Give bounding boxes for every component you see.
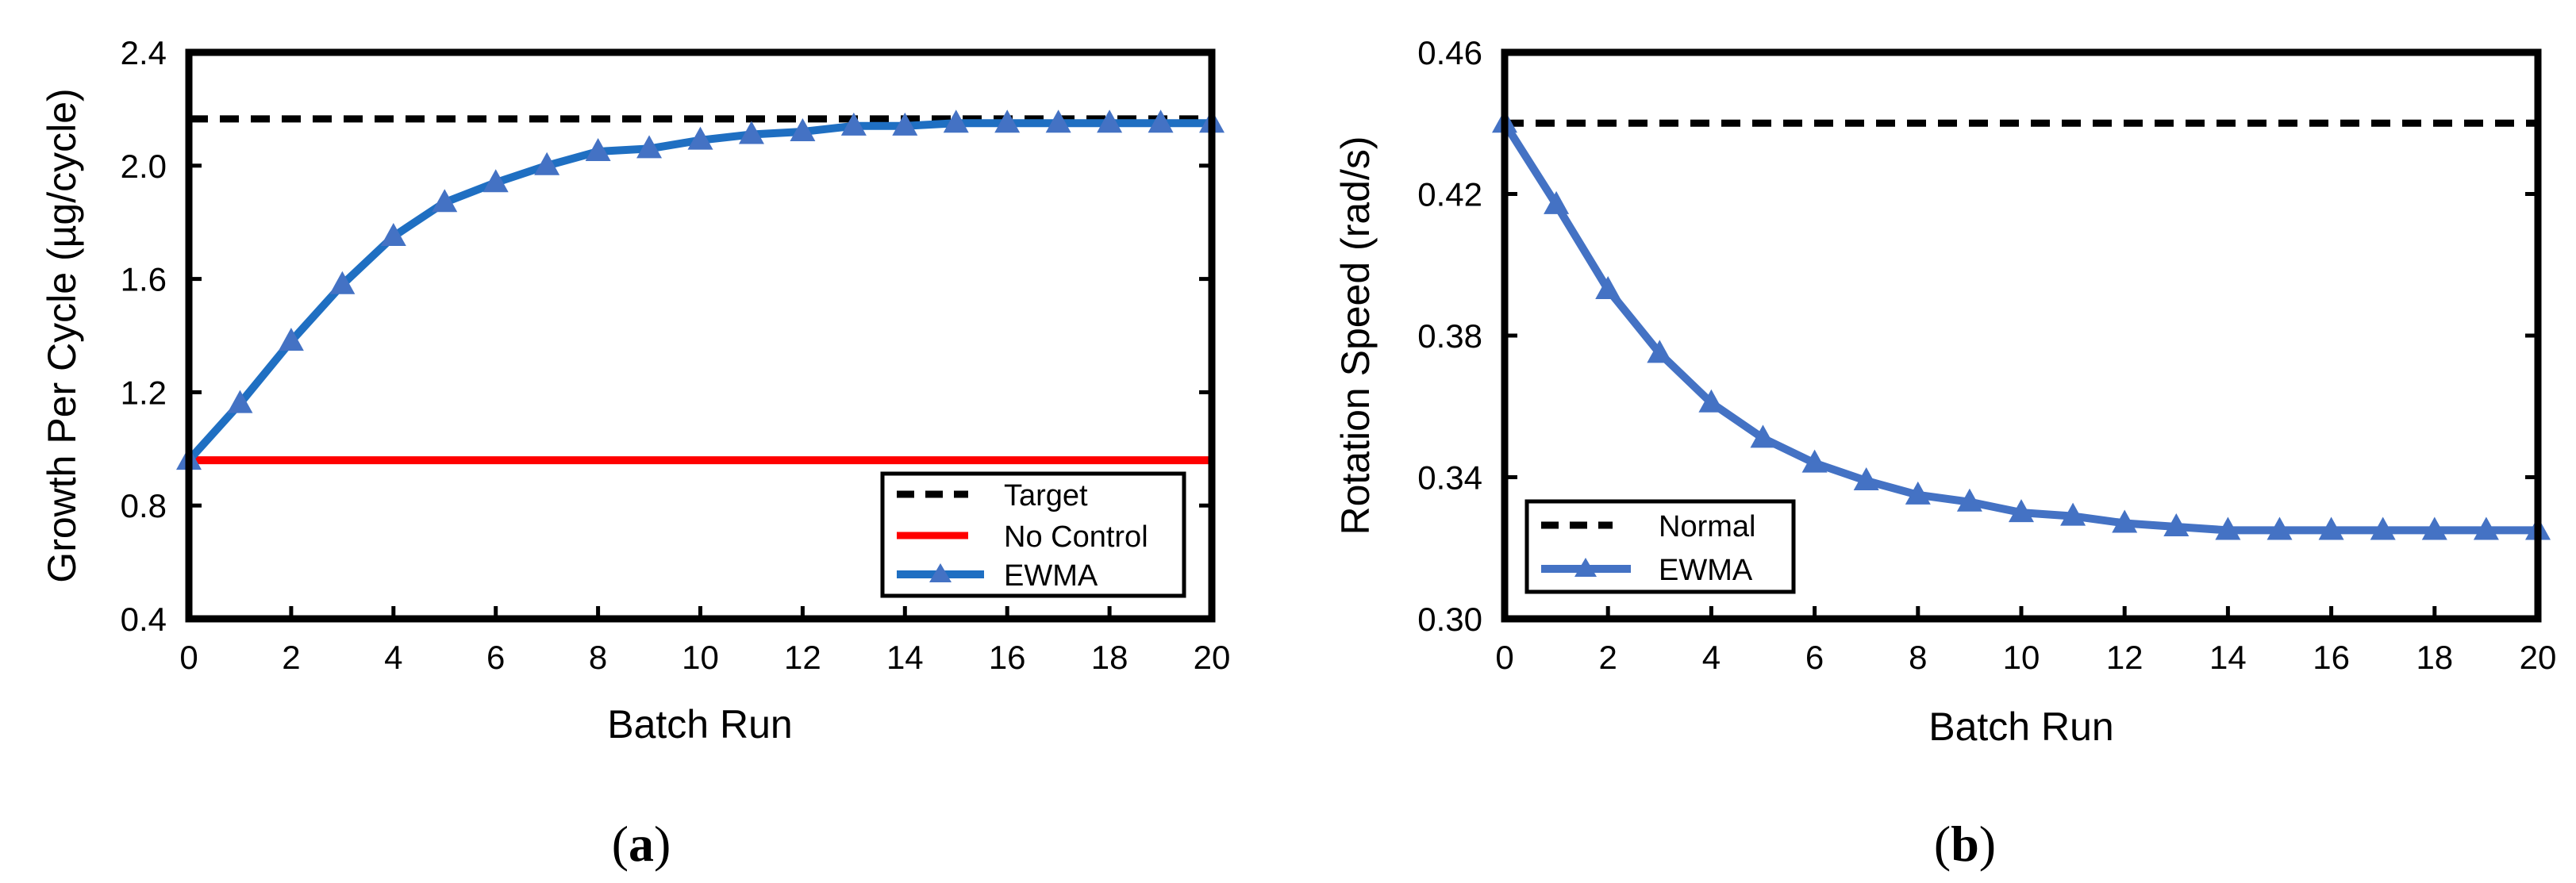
chart-b-series-ewma-point	[2370, 516, 2396, 540]
chart-b-xtick-labels: 0 2 4 6 8 10 12 14 16 18 20	[1495, 639, 2556, 676]
chart-a-series-ewma-point	[329, 271, 356, 294]
chart-b-series-ewma-point	[1801, 449, 1828, 473]
chart-a-legend: Target No Control EWMA	[880, 471, 1186, 598]
chart-b-series-ewma-point	[2215, 516, 2241, 540]
chart-b-ytick-labels: 0.30 0.34 0.38 0.42 0.46	[1417, 34, 1482, 638]
chart-a-legend-label-target: Target	[1004, 479, 1088, 513]
chart-b-series-ewma-point	[1750, 424, 1776, 448]
chart-b-ticks-layer	[1502, 50, 2540, 621]
chart-a-series-ewma-point	[585, 137, 611, 161]
chart-b-xtick-label: 14	[2209, 639, 2247, 676]
chart-b-legend-box	[1524, 499, 1796, 594]
chart-a-y-axis-title: Growth Per Cycle (µg/cycle)	[40, 88, 84, 582]
chart-a-series-ewma-point	[994, 109, 1021, 133]
chart-b-xtick-label: 20	[2520, 639, 2557, 676]
chart-b-series-ewma-line	[1501, 121, 2538, 535]
chart-b-legend-ewma-marker	[1574, 558, 1597, 577]
chart-b-series-ewma-point	[1698, 389, 1724, 413]
chart-b-series-layer	[1492, 109, 2551, 540]
chart-a-legend-label-ewma: EWMA	[1004, 559, 1098, 593]
chart-a-xtick-label: 10	[682, 639, 719, 676]
chart-a-ticks-layer	[186, 50, 1214, 621]
chart-b-xtick-label: 12	[2106, 639, 2143, 676]
chart-a-series-ewma-point	[1148, 109, 1174, 133]
chart-a-series-ewma-point	[790, 117, 816, 141]
chart-b-series-ewma-point	[2112, 509, 2138, 533]
chart-a-series-ewma-point	[534, 152, 560, 175]
chart-b-legend: Normal EWMA	[1524, 499, 1796, 594]
chart-b-series-ewma-point	[2473, 516, 2499, 540]
chart-b-xtick-label: 8	[1909, 639, 1927, 676]
chart-a-series-ewma-point	[380, 223, 406, 247]
chart-b-ytick-label: 0.34	[1417, 459, 1482, 497]
chart-a-ytick-label: 2.0	[121, 148, 167, 185]
chart-a-xtick-label: 8	[589, 639, 607, 676]
chart-b-series-ewma-point	[2009, 499, 2034, 523]
chart-a-series-ewma-point	[227, 390, 253, 413]
chart-b-ytick-label: 0.46	[1417, 34, 1482, 71]
chart-a-xtick-label: 0	[179, 639, 198, 676]
chart-a-series-ewma-point	[840, 112, 867, 136]
chart-a-ytick-label: 2.4	[121, 34, 167, 71]
chart-a-series-ewma-point	[943, 109, 969, 133]
chart-b-x-axis-title: Batch Run	[1928, 704, 2113, 749]
chart-a-series-ewma-point	[892, 112, 918, 136]
chart-a-ytick-label: 0.8	[121, 487, 167, 524]
chart-a-x-axis-title: Batch Run	[607, 702, 792, 747]
chart-b-y-axis-title: Rotation Speed (rad/s)	[1333, 136, 1378, 535]
chart-a-xtick-labels: 0 2 4 6 8 10 12 14 16 18 20	[179, 639, 1230, 676]
chart-b-series-ewma-point	[2421, 516, 2447, 540]
chart-b-legend-label-normal: Normal	[1659, 510, 1755, 543]
chart-a-legend-ewma-marker	[929, 563, 952, 582]
chart-a-series-ewma-point	[278, 328, 304, 351]
chart-a-ytick-label: 1.6	[121, 261, 167, 298]
chart-b-legend-label-ewma: EWMA	[1659, 554, 1753, 587]
chart-b-xtick-label: 4	[1702, 639, 1721, 676]
chart-a-ytick-labels: 0.4 0.8 1.2 1.6 2.0 2.4	[121, 34, 167, 638]
chart-b-series-ewma-point	[1595, 275, 1621, 299]
chart-b-ytick-label: 0.30	[1417, 601, 1482, 638]
chart-a-xtick-label: 18	[1091, 639, 1128, 676]
chart-b-ytick-label: 0.42	[1417, 176, 1482, 213]
chart-b-xtick-label: 6	[1805, 639, 1824, 676]
chart-a-series-ewma-point	[1045, 109, 1071, 133]
chart-a-ytick-label: 1.2	[121, 374, 167, 411]
chart-b-xtick-label: 10	[2003, 639, 2040, 676]
chart-a-series-ewma-point	[636, 135, 663, 159]
chart-b-series-ewma-point	[2266, 516, 2293, 540]
chart-b-ytick-label: 0.38	[1417, 317, 1482, 355]
chart-b-xtick-label: 0	[1495, 639, 1513, 676]
chart-b-series-ewma-point	[2163, 513, 2190, 536]
chart-a-ytick-label: 0.4	[121, 601, 167, 638]
chart-b-series-ewma-point	[1905, 481, 1931, 505]
chart-a-xtick-label: 14	[886, 639, 924, 676]
chart-a-xtick-label: 2	[282, 639, 300, 676]
chart-a-series-layer	[176, 109, 1225, 470]
chart-a-series-ewma-point	[738, 121, 764, 144]
chart-b-series-ewma-point	[1544, 190, 1570, 214]
chart-a-xtick-label: 4	[384, 639, 402, 676]
chart-b-panel-label: (b)	[1934, 816, 1996, 872]
chart-a-series-ewma-point	[432, 189, 458, 213]
chart-b-xtick-label: 16	[2313, 639, 2350, 676]
chart-a-xtick-label: 16	[989, 639, 1026, 676]
chart-a-panel-label: (a)	[612, 816, 671, 872]
chart-a-xtick-label: 20	[1194, 639, 1231, 676]
chart-a-series-ewma-point	[1097, 109, 1123, 133]
chart-b-xtick-label: 18	[2416, 639, 2453, 676]
chart-b-series-ewma-point	[2060, 502, 2086, 526]
chart-b-series-ewma-point	[2318, 516, 2344, 540]
chart-a-legend-label-no-control: No Control	[1004, 520, 1148, 554]
chart-b-series-ewma-point	[1956, 488, 1982, 512]
chart-a-series-ewma-point	[483, 169, 509, 193]
chart-a-series-ewma-point	[687, 126, 713, 150]
chart-a-xtick-label: 12	[784, 639, 821, 676]
chart-a: 0 2 4 6 8 10 12 14 16 18 20 0.4 0.8 1.2 …	[40, 34, 1230, 872]
chart-b-series-ewma-point	[1853, 466, 1879, 490]
chart-b-series-ewma-point	[1647, 340, 1673, 363]
chart-b: 0 2 4 6 8 10 12 14 16 18 20 0.30 0.34 0.…	[1333, 34, 2556, 872]
chart-a-xtick-label: 6	[486, 639, 505, 676]
chart-b-xtick-label: 2	[1599, 639, 1617, 676]
